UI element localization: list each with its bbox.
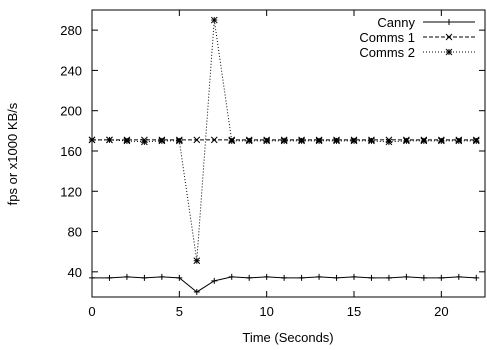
data-point	[211, 277, 218, 284]
data-point	[446, 19, 452, 25]
data-point	[368, 137, 375, 145]
data-point	[280, 137, 288, 145]
data-point	[315, 137, 323, 145]
x-tick-label: 10	[259, 304, 273, 319]
data-point	[403, 137, 410, 145]
data-point	[123, 137, 131, 145]
data-point	[193, 136, 201, 144]
y-axis-title: fps or x1000 KB/s	[5, 102, 20, 205]
series-canny	[89, 273, 480, 295]
data-point	[333, 274, 340, 281]
legend-label: Comms 1	[359, 30, 415, 45]
data-point	[141, 274, 148, 281]
data-point	[438, 274, 445, 281]
data-point	[281, 274, 288, 281]
y-tick-label: 280	[60, 23, 82, 38]
x-tick-label: 5	[176, 304, 183, 319]
data-point	[246, 274, 253, 281]
legend-label: Canny	[377, 15, 415, 30]
legend-label: Comms 2	[359, 45, 415, 60]
data-point	[437, 137, 445, 145]
data-point	[298, 274, 305, 281]
data-point	[445, 48, 453, 56]
series-comms-2	[88, 16, 480, 265]
x-axis: 0 5 10 15 20	[88, 10, 449, 319]
data-point	[141, 138, 148, 146]
x-tick-label: 15	[347, 304, 361, 319]
data-point	[263, 273, 270, 280]
data-point	[175, 137, 183, 145]
data-point	[106, 274, 113, 281]
legend-item: Canny	[377, 15, 475, 30]
data-point	[228, 273, 235, 280]
data-point	[158, 273, 165, 280]
plot-frame	[91, 9, 486, 298]
data-point	[445, 33, 453, 41]
data-point	[316, 273, 323, 280]
y-tick-label: 160	[60, 144, 82, 159]
data-point	[228, 137, 236, 145]
y-axis: 40 80 120 160 200 240 280	[60, 23, 485, 280]
data-point	[473, 274, 480, 281]
data-point	[193, 288, 200, 295]
data-point	[385, 138, 393, 146]
data-point	[420, 274, 427, 281]
x-axis-title: Time (Seconds)	[242, 330, 333, 345]
data-point	[298, 137, 305, 145]
data-point	[351, 273, 357, 280]
series-layer	[88, 16, 480, 295]
data-point	[210, 136, 218, 144]
data-point	[88, 136, 96, 144]
data-point	[263, 137, 271, 145]
data-point	[89, 274, 95, 281]
data-point	[455, 137, 463, 145]
data-point	[245, 137, 253, 145]
data-point	[472, 137, 480, 145]
data-point	[158, 137, 166, 145]
legend-item: Comms 2	[359, 45, 475, 60]
data-point	[350, 137, 358, 145]
y-tick-label: 80	[68, 225, 82, 240]
legend-item: Comms 1	[359, 30, 475, 45]
data-point	[368, 274, 375, 281]
data-point	[403, 273, 410, 280]
data-point	[420, 137, 428, 145]
data-point	[193, 257, 201, 265]
y-tick-label: 240	[60, 63, 82, 78]
data-point	[455, 273, 462, 280]
data-point	[210, 16, 218, 24]
y-tick-label: 200	[60, 104, 82, 119]
x-tick-label: 0	[88, 304, 95, 319]
data-point	[123, 273, 130, 280]
x-tick-label: 20	[434, 304, 448, 319]
y-tick-label: 40	[68, 265, 82, 280]
y-tick-label: 120	[60, 184, 82, 199]
data-point	[333, 137, 340, 145]
data-point	[176, 274, 183, 281]
data-point	[385, 274, 392, 281]
data-point	[106, 136, 113, 144]
